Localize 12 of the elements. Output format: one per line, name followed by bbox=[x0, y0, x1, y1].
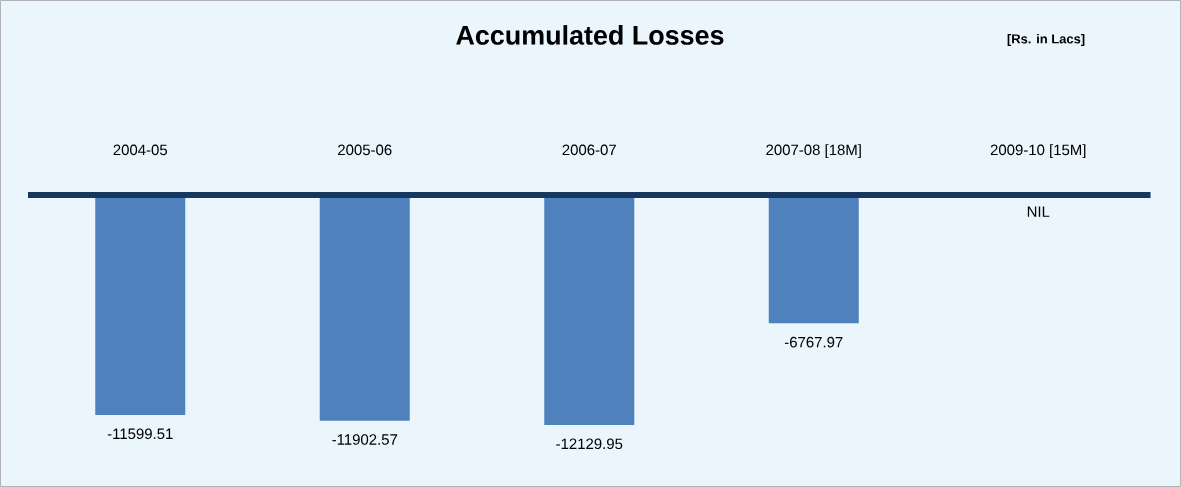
chart-subtitle: [Rs. in Lacs] bbox=[1007, 33, 1085, 47]
data-label: -12129.95 bbox=[556, 438, 623, 450]
data-label: -11599.51 bbox=[107, 428, 173, 440]
x-tick-label: 2006-07 bbox=[562, 144, 616, 156]
data-label: -6767.97 bbox=[784, 336, 843, 348]
x-tick-label: 2009-10 [15M] bbox=[990, 144, 1086, 159]
chart-title: Accumulated Losses bbox=[456, 25, 724, 45]
x-tick-label: 2005-06 bbox=[338, 144, 392, 156]
data-label: -11902.57 bbox=[332, 434, 398, 445]
x-tick-label: 2007-08 [18M] bbox=[766, 144, 861, 159]
x-tick-label: 2004-05 bbox=[113, 144, 168, 156]
data-label: NIL bbox=[1027, 206, 1050, 217]
